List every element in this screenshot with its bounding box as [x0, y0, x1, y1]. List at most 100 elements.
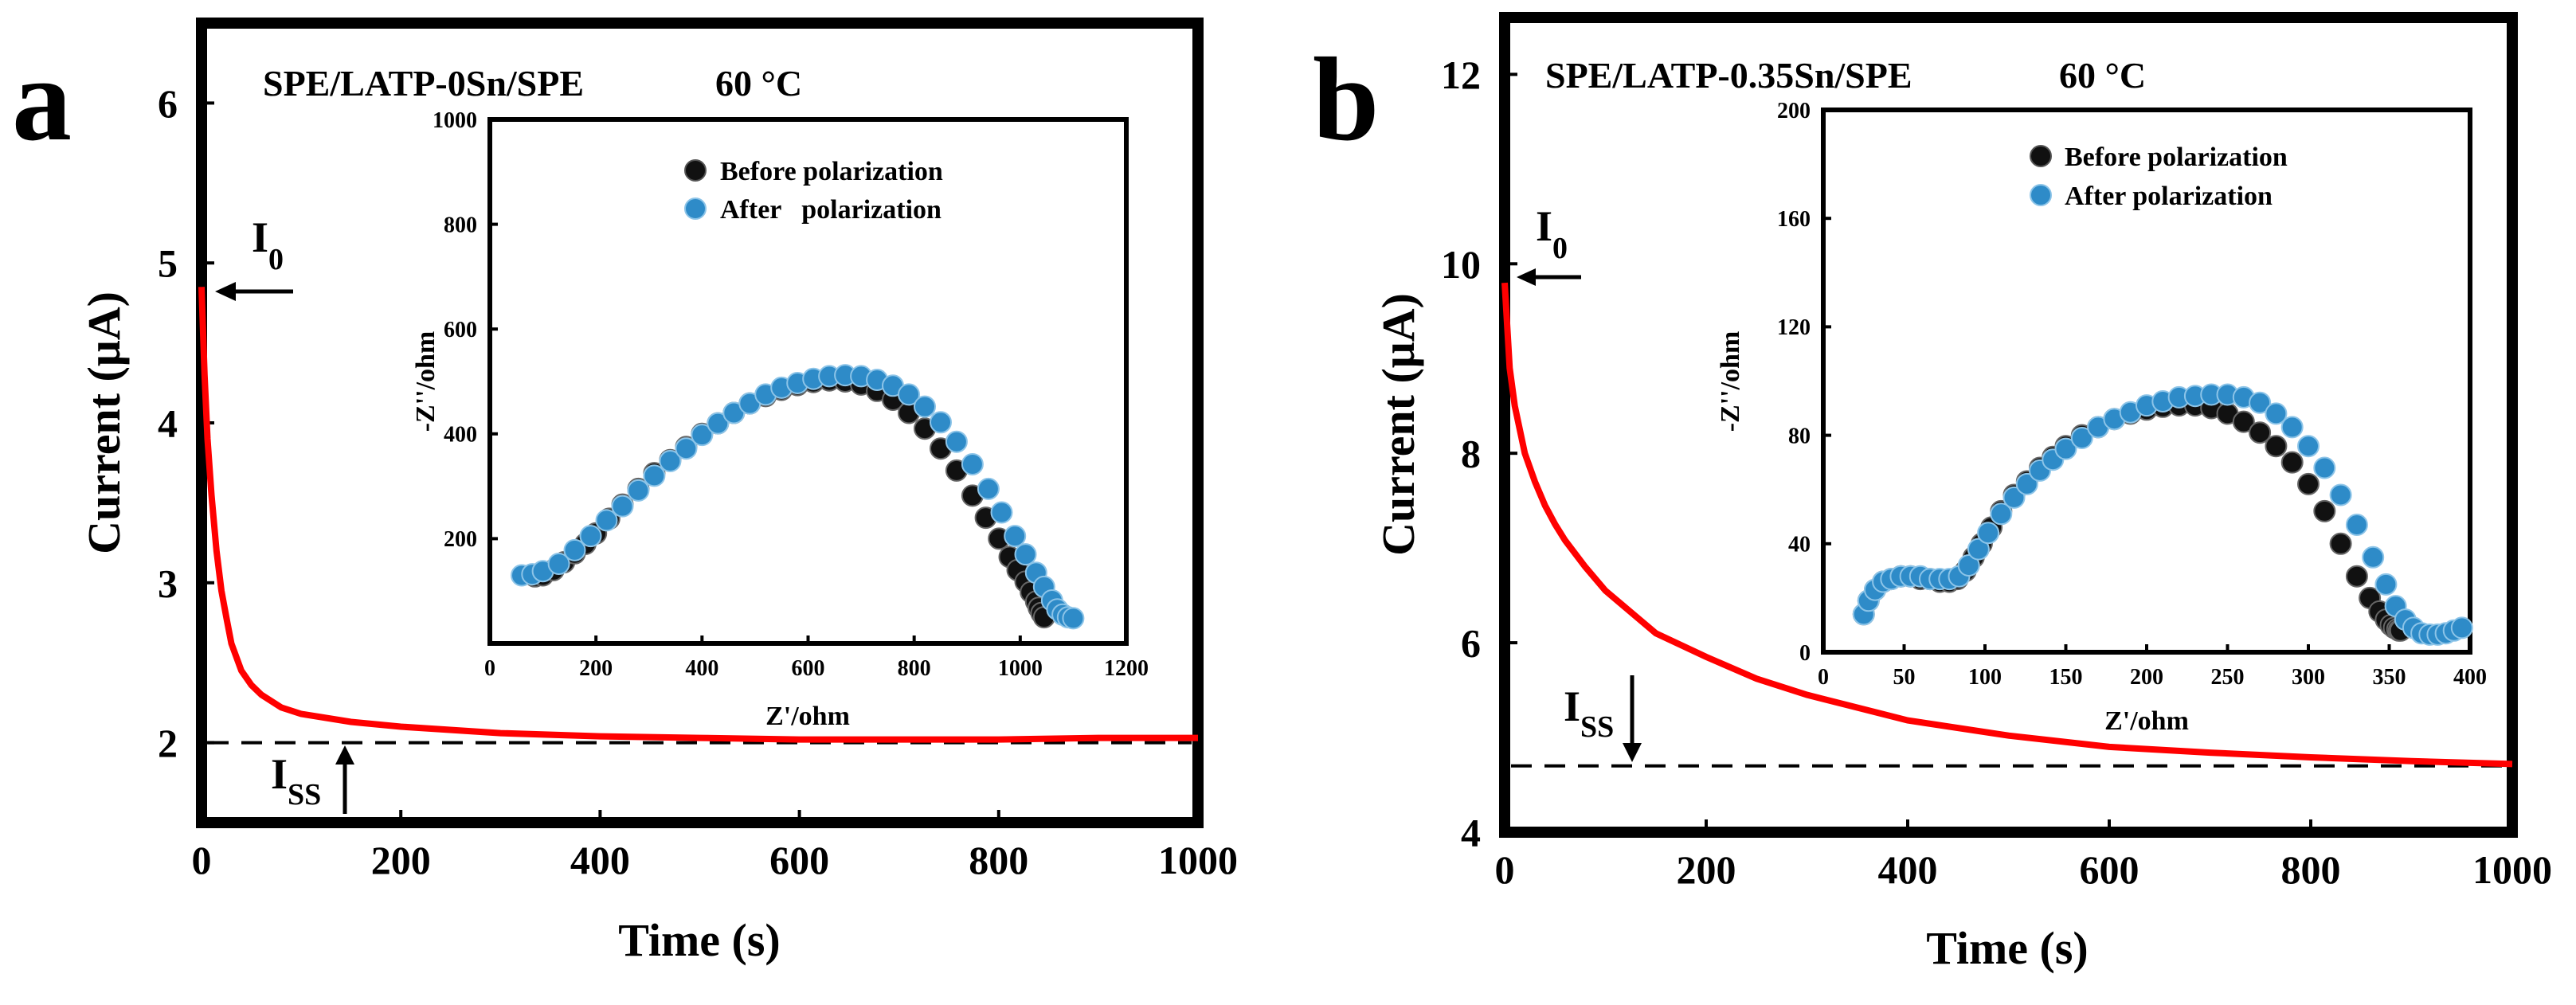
panel-a-x-tick-label: 0 — [192, 838, 212, 882]
panel-a-ylabel: Current (μA) — [78, 291, 130, 554]
panel-b-inset-point-after — [2002, 486, 2026, 509]
panel-a-y-tick-label: 3 — [158, 561, 178, 605]
panel-a: a 0 200 400 600 800 1000 2 3 4 5 6 Current (μA) Ti… — [12, 18, 1238, 966]
panel-a-inset-point-after — [707, 412, 730, 435]
panel-a-inset-points — [511, 364, 1085, 630]
panel-b-inset-point-before — [2280, 451, 2304, 474]
panel-b-inset-point-before — [2232, 410, 2255, 433]
panel-a-i0-arrowhead — [215, 282, 236, 301]
panel-b-inset-frame — [1821, 108, 2472, 655]
panel-a-inset-y-tick-label: 1000 — [433, 108, 477, 133]
panel-a-inset-point-after — [611, 495, 634, 518]
panel-a-legend-before-label: Before polarization — [720, 157, 943, 186]
panel-a-inset-point-after — [945, 430, 968, 453]
panel-a-y-tick-label: 5 — [158, 241, 178, 286]
panel-b-y-tick-label: 12 — [1441, 53, 1481, 97]
panel-b-inset-y-tick-label: 160 — [1777, 207, 1811, 232]
panel-b-xlabel: Time (s) — [1926, 922, 2089, 974]
panel-b-iss-label: ISS — [1564, 682, 1614, 744]
panel-a-inset-xlabel: Z'/ohm — [765, 702, 850, 731]
panel-a-inset-point-after — [914, 395, 936, 418]
panel-a-inset-y-tick-label: 200 — [444, 527, 477, 552]
panel-b-legend-before-marker — [2030, 145, 2052, 167]
panel-b-y-tick-label: 10 — [1441, 242, 1481, 287]
panel-b-x-tick-label: 800 — [2281, 847, 2341, 892]
panel-b-inset-x-tick-label: 400 — [2453, 665, 2487, 690]
panel-b-plot-frame — [1499, 12, 2518, 838]
panel-b-inset-x-tick-label: 250 — [2211, 665, 2245, 690]
panel-b-inset-point-after — [2313, 456, 2336, 479]
panel-b-inset-xlabel: Z'/ohm — [2104, 706, 2189, 736]
panel-a-legend-before-marker — [684, 159, 707, 182]
panel-b-temperature: 60 °C — [2059, 55, 2146, 96]
panel-b-inset-point-after — [2362, 546, 2385, 569]
panel-a-inset-y-tick-label: 400 — [444, 423, 477, 448]
panel-b-inset-x-tick-label: 0 — [1818, 665, 1829, 690]
panel-b-i0-label: I0 — [1536, 202, 1568, 265]
panel-a-y-tick-label: 4 — [158, 401, 178, 446]
panel-a-x-tick-label: 400 — [570, 838, 630, 882]
panel-b-inset-point-before — [2313, 499, 2336, 522]
panel-b-x-tick-label: 400 — [1878, 847, 1938, 892]
panel-b-inset-ylabel: -Z''/ohm — [1716, 331, 1745, 432]
panel-a-inset-ticks: 0 200 400 600 800 1000 1200 200 400 600 800 1000 — [433, 108, 1149, 681]
panel-a-inset-ylabel: -Z''/ohm — [411, 331, 440, 432]
panel-a-inset-y-tick-label: 600 — [444, 318, 477, 342]
panel-a-inset-x-tick-label: 1200 — [1104, 656, 1149, 681]
panel-b-legend-after-marker — [2030, 184, 2052, 206]
panel-a-inset-x-tick-label: 0 — [484, 656, 495, 681]
panel-b-inset-points — [1852, 383, 2473, 646]
panel-a-inset-x-tick-label: 200 — [579, 656, 613, 681]
panel-b-inset-point-after — [2249, 391, 2272, 414]
panel-b-title: SPE/LATP-0.35Sn/SPE — [1545, 55, 1912, 96]
panel-a-letter: a — [12, 33, 72, 166]
panel-b-inset-x-tick-label: 300 — [2292, 665, 2325, 690]
panel-a-iss-label: ISS — [271, 750, 321, 811]
panel-b-inset-point-before — [2265, 435, 2288, 458]
panel-a-x-tick-label: 1000 — [1158, 838, 1238, 882]
panel-a-inset-point-after — [691, 424, 714, 447]
panel-b-inset-point-after — [2450, 616, 2473, 639]
panel-b-x-tick-label: 1000 — [2472, 847, 2552, 892]
panel-b-inset-y-tick-label: 40 — [1788, 533, 1811, 557]
panel-b-inset-x-tick-label: 100 — [1968, 665, 2002, 690]
panel-b-current-line — [1501, 282, 2513, 768]
panel-a-inset-point-after — [675, 437, 698, 460]
panel-b-inset-point-after — [2070, 427, 2093, 449]
panel-a-title: SPE/LATP-0Sn/SPE — [263, 63, 584, 104]
panel-a-legend-after-label: After polarization — [720, 195, 942, 225]
panel-b-inset-x-tick-label: 200 — [2130, 665, 2163, 690]
panel-b-inset-point-after — [1967, 538, 1990, 561]
panel-b-inset-point-before — [2329, 532, 2352, 555]
panel-b-inset-point-before — [2345, 565, 2368, 588]
panel-b-inset-point-before — [2249, 421, 2272, 444]
panel-b-iss-arrowhead — [1623, 743, 1642, 762]
panel-b-inset-y-tick-label: 200 — [1777, 99, 1811, 123]
panel-b-inset: 0 50 100 150 200 250 300 350 400 0 40 80 120 160 200 -… — [1716, 99, 2487, 736]
panel-a-x-tick-label: 200 — [371, 838, 431, 882]
panel-a-legend-after-marker — [684, 197, 707, 220]
panel-a-inset-point-after — [563, 538, 586, 561]
panel-a-inset-point-after — [643, 464, 666, 487]
panel-a-inset-y-tick-label: 800 — [444, 213, 477, 237]
panel-b-inset-point-after — [2345, 514, 2368, 536]
panel-a-inset-point-after — [961, 453, 984, 475]
panel-a-inset-x-tick-label: 1000 — [998, 656, 1043, 681]
panel-b-inset-point-before — [2297, 472, 2320, 495]
panel-b-inset-point-after — [1990, 502, 2013, 526]
panel-b-x-tick-label: 0 — [1495, 847, 1515, 892]
panel-b-inset-point-after — [2329, 483, 2352, 506]
panel-a-x-tick-label: 600 — [769, 838, 829, 882]
panel-a-inset-x-tick-label: 600 — [792, 656, 825, 681]
panel-b-x-tick-label: 600 — [2080, 847, 2139, 892]
panel-b-ylabel: Current (μA) — [1372, 293, 1424, 556]
panel-b-inset-ticks: 0 50 100 150 200 250 300 350 400 0 40 80 120 160 200 — [1777, 99, 2487, 690]
panel-b-inset-point-after — [2015, 472, 2038, 495]
panel-a-inset-point-after — [595, 509, 618, 532]
panel-b-inset-point-after — [2374, 573, 2398, 596]
panel-b-i0-arrowhead — [1517, 268, 1536, 286]
panel-b-inset-point-after — [1957, 554, 1980, 577]
